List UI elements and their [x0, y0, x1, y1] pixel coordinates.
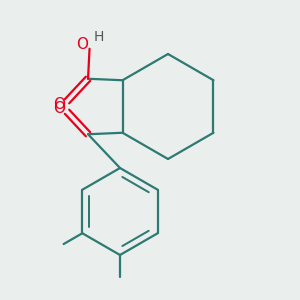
Text: O: O [53, 97, 65, 112]
Text: H: H [94, 30, 104, 44]
Text: O: O [53, 101, 65, 116]
Text: O: O [76, 37, 88, 52]
